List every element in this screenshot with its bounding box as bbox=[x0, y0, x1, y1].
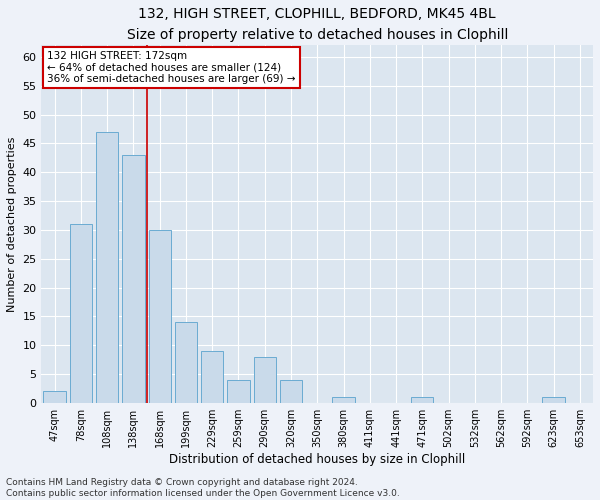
Bar bbox=[43, 391, 66, 403]
Bar bbox=[542, 397, 565, 403]
Bar bbox=[70, 224, 92, 403]
Bar bbox=[96, 132, 118, 403]
Bar bbox=[280, 380, 302, 403]
X-axis label: Distribution of detached houses by size in Clophill: Distribution of detached houses by size … bbox=[169, 452, 466, 466]
Bar bbox=[175, 322, 197, 403]
Bar bbox=[201, 351, 223, 403]
Text: 132 HIGH STREET: 172sqm
← 64% of detached houses are smaller (124)
36% of semi-d: 132 HIGH STREET: 172sqm ← 64% of detache… bbox=[47, 51, 296, 84]
Bar bbox=[149, 230, 171, 403]
Bar bbox=[254, 356, 276, 403]
Text: Contains HM Land Registry data © Crown copyright and database right 2024.
Contai: Contains HM Land Registry data © Crown c… bbox=[6, 478, 400, 498]
Bar bbox=[411, 397, 433, 403]
Y-axis label: Number of detached properties: Number of detached properties bbox=[7, 136, 17, 312]
Bar bbox=[122, 155, 145, 403]
Bar bbox=[332, 397, 355, 403]
Bar bbox=[227, 380, 250, 403]
Title: 132, HIGH STREET, CLOPHILL, BEDFORD, MK45 4BL
Size of property relative to detac: 132, HIGH STREET, CLOPHILL, BEDFORD, MK4… bbox=[127, 7, 508, 42]
